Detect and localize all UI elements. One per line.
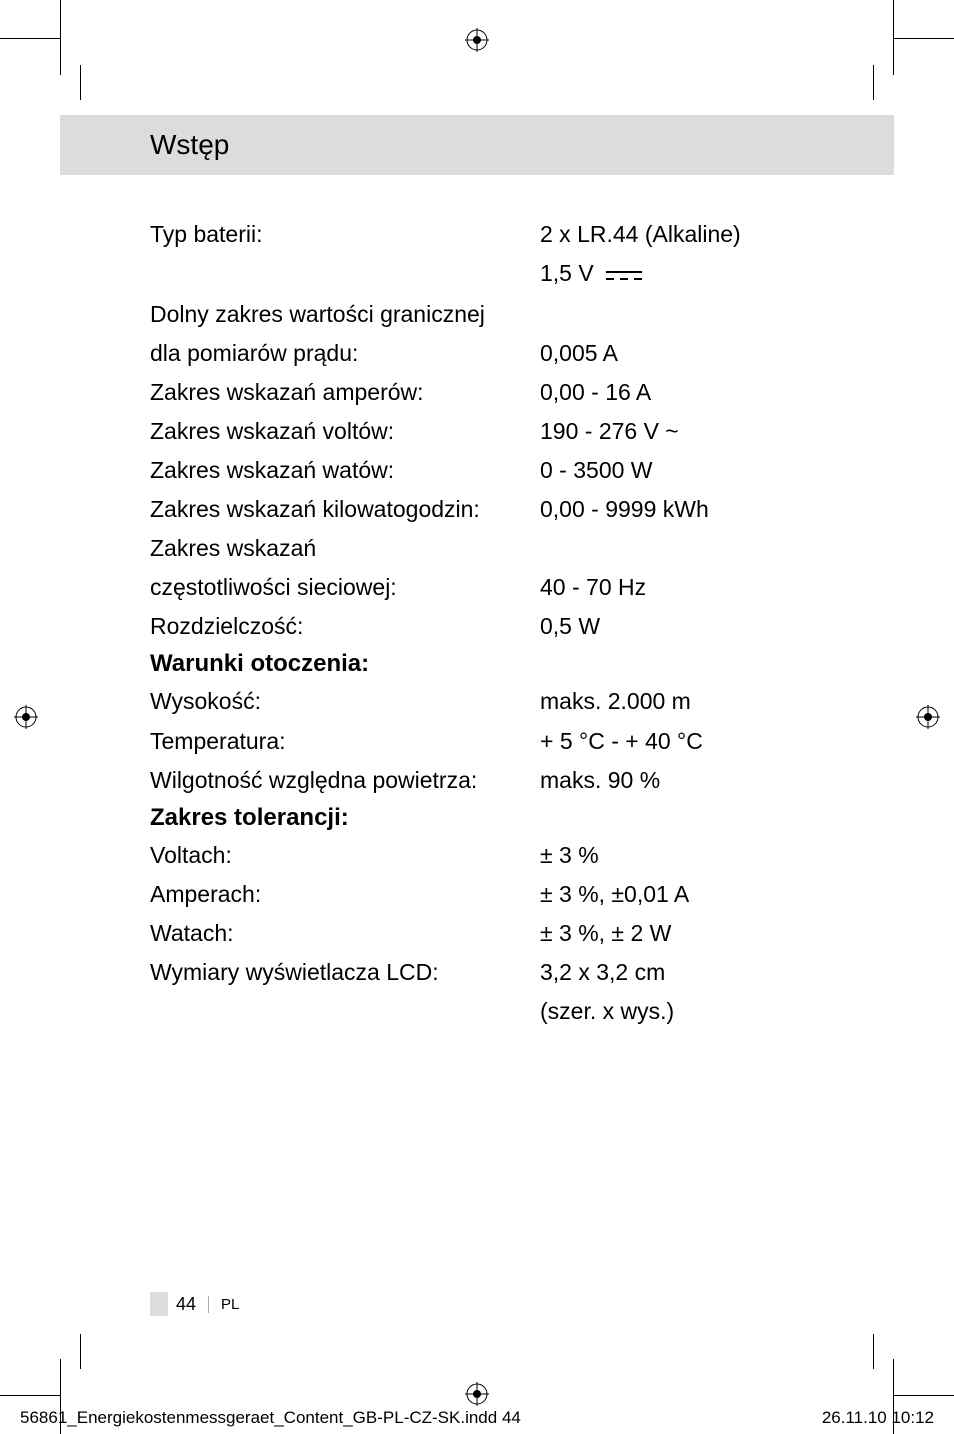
crop-mark — [873, 1334, 874, 1369]
spec-value: 0,00 - 16 A — [540, 373, 844, 412]
page-footer: 44 PL — [150, 1292, 239, 1316]
spec-row: Dolny zakres wartości granicznej — [150, 295, 844, 334]
spec-row: Zakres wskazań watów: 0 - 3500 W — [150, 451, 844, 490]
spec-row: Temperatura: + 5 °C - + 40 °C — [150, 722, 844, 761]
spec-label: Typ baterii: — [150, 215, 540, 254]
spec-value — [540, 529, 844, 568]
spec-row: Amperach: ± 3 %, ±0,01 A — [150, 875, 844, 914]
page-number: 44 — [176, 1294, 196, 1315]
file-info-bar: 56861_Energiekostenmessgeraet_Content_GB… — [20, 1408, 934, 1428]
spec-value: maks. 2.000 m — [540, 682, 844, 721]
spec-row: dla pomiarów prądu: 0,005 A — [150, 334, 844, 373]
spec-row: Rozdzielczość: 0,5 W — [150, 607, 844, 646]
crop-mark — [893, 0, 894, 75]
crop-mark — [0, 1395, 60, 1396]
crop-mark — [80, 65, 81, 100]
subsection-heading: Warunki otoczenia: — [150, 650, 844, 678]
spec-label: częstotliwości sieciowej: — [150, 568, 540, 607]
spec-label: Voltach: — [150, 836, 540, 875]
spec-value-second-line: 1,5 V — [150, 254, 844, 294]
spec-row: Zakres wskazań voltów: 190 - 276 V ~ — [150, 412, 844, 451]
spec-row: Wilgotność względna powietrza: maks. 90 … — [150, 761, 844, 800]
spec-value: ± 3 %, ± 2 W — [540, 914, 844, 953]
spec-value: 190 - 276 V ~ — [540, 412, 844, 451]
spec-row: Zakres wskazań — [150, 529, 844, 568]
spec-label: Zakres wskazań voltów: — [150, 412, 540, 451]
crop-mark — [0, 38, 60, 39]
crop-mark — [894, 38, 954, 39]
file-date: 26.11.10 10:12 — [822, 1408, 934, 1428]
spec-value: 2 x LR.44 (Alkaline) — [540, 215, 844, 254]
spec-value: ± 3 %, ±0,01 A — [540, 875, 844, 914]
spec-label: Zakres wskazań watów: — [150, 451, 540, 490]
spec-value: 3,2 x 3,2 cm — [540, 953, 844, 992]
section-title: Wstęp — [150, 129, 229, 160]
spec-value: ± 3 % — [540, 836, 844, 875]
spec-row: Wysokość: maks. 2.000 m — [150, 682, 844, 721]
spec-label: Zakres wskazań kilowatogodzin: — [150, 490, 540, 529]
spec-label: Amperach: — [150, 875, 540, 914]
spec-label: Watach: — [150, 914, 540, 953]
spec-value — [540, 295, 844, 334]
page-block-icon — [150, 1292, 168, 1316]
spec-label: Wilgotność względna powietrza: — [150, 761, 540, 800]
spec-label: dla pomiarów prądu: — [150, 334, 540, 373]
spec-row: Zakres wskazań amperów: 0,00 - 16 A — [150, 373, 844, 412]
spec-label: Wymiary wyświetlacza LCD: — [150, 953, 540, 992]
page-language: PL — [208, 1296, 239, 1313]
spec-value: 0,005 A — [540, 334, 844, 373]
spec-row: Wymiary wyświetlacza LCD: 3,2 x 3,2 cm — [150, 953, 844, 992]
spec-value: 40 - 70 Hz — [540, 568, 844, 607]
registration-target-icon — [465, 1382, 489, 1406]
content-area: Typ baterii: 2 x LR.44 (Alkaline) 1,5 V … — [150, 215, 844, 1031]
spec-label: Zakres wskazań amperów: — [150, 373, 540, 412]
spec-label: Temperatura: — [150, 722, 540, 761]
spec-row: Watach: ± 3 %, ± 2 W — [150, 914, 844, 953]
spec-row: Typ baterii: 2 x LR.44 (Alkaline) — [150, 215, 844, 254]
spec-label: Zakres wskazań — [150, 529, 540, 568]
spec-row: częstotliwości sieciowej: 40 - 70 Hz — [150, 568, 844, 607]
spec-label: Rozdzielczość: — [150, 607, 540, 646]
spec-row: Voltach: ± 3 % — [150, 836, 844, 875]
registration-target-icon — [465, 28, 489, 52]
spec-value-second-line: (szer. x wys.) — [150, 992, 844, 1031]
spec-row: Zakres wskazań kilowatogodzin: 0,00 - 99… — [150, 490, 844, 529]
registration-target-icon — [916, 705, 940, 729]
section-header: Wstęp — [60, 115, 894, 175]
spec-value: 0,00 - 9999 kWh — [540, 490, 844, 529]
subsection-heading: Zakres tolerancji: — [150, 804, 844, 832]
voltage-value: 1,5 V — [540, 260, 594, 286]
crop-mark — [873, 65, 874, 100]
spec-value: 0 - 3500 W — [540, 451, 844, 490]
dc-symbol-icon — [606, 255, 642, 294]
crop-mark — [894, 1395, 954, 1396]
crop-mark — [80, 1334, 81, 1369]
spec-value: maks. 90 % — [540, 761, 844, 800]
file-name: 56861_Energiekostenmessgeraet_Content_GB… — [20, 1408, 521, 1428]
spec-value: 0,5 W — [540, 607, 844, 646]
registration-target-icon — [14, 705, 38, 729]
spec-label: Wysokość: — [150, 682, 540, 721]
spec-label: Dolny zakres wartości granicznej — [150, 295, 540, 334]
spec-value: + 5 °C - + 40 °C — [540, 722, 844, 761]
crop-mark — [60, 0, 61, 75]
